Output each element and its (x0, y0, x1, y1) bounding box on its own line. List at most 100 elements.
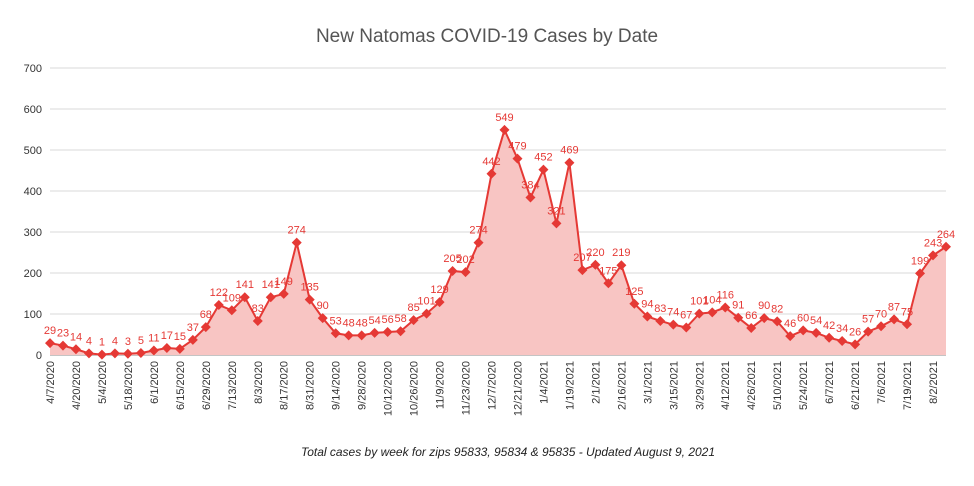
x-tick-label: 12/7/2020 (487, 361, 499, 410)
data-label: 34 (836, 323, 848, 335)
data-label: 87 (888, 301, 900, 313)
data-label: 4 (86, 335, 92, 347)
data-label: 56 (381, 314, 393, 326)
marker (174, 343, 185, 354)
data-label: 90 (758, 300, 770, 312)
marker (161, 343, 172, 354)
x-tick-label: 10/12/2020 (383, 361, 395, 416)
marker (759, 313, 770, 324)
marker (330, 328, 341, 339)
marker (564, 157, 575, 168)
marker (486, 168, 497, 179)
x-tick-label: 3/29/2021 (694, 361, 706, 410)
x-tick-label: 12/21/2020 (512, 361, 524, 416)
marker (45, 338, 55, 349)
marker (850, 339, 861, 350)
marker (135, 347, 146, 358)
data-label: 452 (534, 152, 552, 164)
data-label: 109 (223, 292, 241, 304)
marker (720, 302, 731, 313)
marker (798, 325, 809, 336)
marker (694, 308, 705, 319)
data-label: 274 (288, 225, 306, 237)
marker (655, 315, 666, 326)
data-label: 243 (924, 237, 942, 249)
data-label: 442 (482, 156, 500, 168)
data-label: 29 (44, 325, 56, 337)
data-label: 48 (356, 317, 368, 329)
marker (278, 288, 289, 299)
marker (460, 267, 471, 278)
marker (785, 331, 796, 342)
data-label: 202 (456, 254, 474, 266)
data-label: 199 (911, 255, 929, 267)
marker (447, 265, 458, 276)
data-label: 66 (745, 310, 757, 322)
data-label: 85 (407, 302, 419, 314)
data-label: 101 (417, 296, 435, 308)
marker (941, 241, 951, 252)
data-label: 90 (317, 300, 329, 312)
marker (343, 330, 354, 341)
marker (928, 250, 939, 261)
data-label: 264 (937, 229, 955, 241)
marker (473, 237, 484, 248)
data-label: 125 (625, 286, 643, 298)
marker (902, 319, 913, 330)
marker (421, 308, 432, 319)
marker (291, 237, 302, 248)
data-label: 220 (586, 247, 604, 259)
x-tick-label: 1/19/2021 (564, 361, 576, 410)
marker (512, 153, 523, 164)
x-tick-label: 4/26/2021 (746, 361, 758, 410)
data-label: 75 (901, 306, 913, 318)
data-label: 1 (99, 337, 105, 349)
data-label: 116 (716, 289, 734, 301)
data-label: 149 (275, 276, 293, 288)
data-label: 274 (469, 225, 487, 237)
x-tick-label: 4/7/2020 (45, 361, 57, 404)
data-label: 141 (262, 279, 280, 291)
marker (83, 348, 94, 359)
marker (642, 311, 653, 322)
marker (408, 315, 419, 326)
line (49, 127, 947, 356)
data-label: 15 (174, 331, 186, 343)
marker (577, 265, 588, 276)
data-label: 479 (508, 141, 526, 153)
data-label: 82 (771, 303, 783, 315)
marker (876, 321, 887, 332)
marker (837, 336, 848, 347)
marker (148, 345, 159, 356)
x-tick-label: 5/4/2020 (97, 361, 109, 404)
x-tick-label: 5/18/2020 (123, 361, 135, 410)
x-tick-label: 8/17/2020 (279, 361, 291, 410)
x-tick-label: 10/26/2020 (409, 361, 421, 416)
x-tick-label: 7/13/2020 (227, 361, 239, 410)
x-tick-label: 2/16/2021 (616, 361, 628, 410)
data-label: 68 (200, 309, 212, 321)
marker (499, 124, 510, 135)
data-label: 57 (862, 314, 874, 326)
marker (733, 312, 744, 323)
marker (668, 319, 679, 330)
marker (395, 326, 406, 337)
data-label: 5 (138, 335, 144, 347)
data-label: 26 (849, 326, 861, 338)
y-tick-label: 600 (24, 104, 42, 116)
marker (265, 292, 276, 303)
data-label: 37 (187, 322, 199, 334)
data-label: 11 (148, 332, 159, 344)
data-label: 4 (112, 335, 118, 347)
data-label: 17 (161, 330, 173, 342)
x-tick-label: 8/2/2021 (928, 361, 940, 404)
chart-title: New Natomas COVID-19 Cases by Date (316, 26, 658, 47)
y-tick-label: 500 (24, 145, 42, 157)
x-tick-label: 3/15/2021 (668, 361, 680, 410)
data-label: 104 (703, 294, 721, 306)
data-label: 91 (732, 300, 744, 312)
x-tick-label: 6/1/2020 (149, 361, 161, 404)
marker (382, 327, 393, 338)
marker (811, 327, 822, 338)
data-label: 67 (680, 310, 692, 322)
